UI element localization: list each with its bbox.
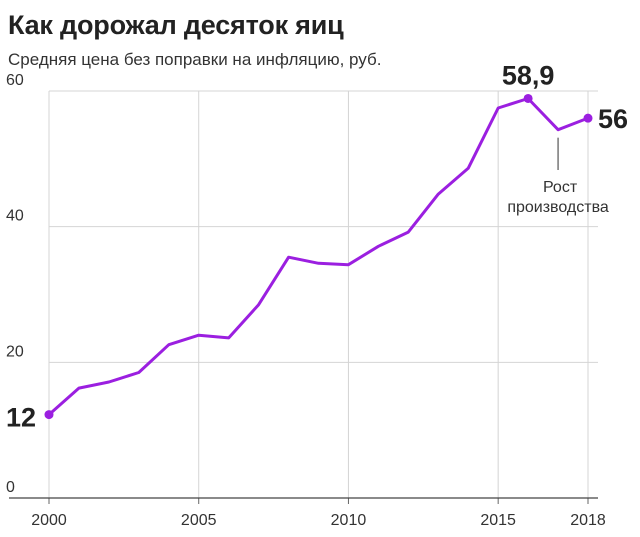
start-point-marker [44, 410, 54, 420]
peak-value-label: 58,9 [502, 60, 555, 90]
x-tick-label-2015: 2015 [480, 512, 516, 529]
x-tick-label-2000: 2000 [31, 512, 67, 529]
peak-point-marker [523, 93, 533, 103]
x-tick-label-2005: 2005 [181, 512, 217, 529]
y-tick-label-40: 40 [6, 208, 24, 225]
y-tick-label-0: 0 [6, 479, 15, 496]
y-tick-label-60: 60 [6, 72, 24, 89]
series-markers [44, 93, 593, 420]
grid-lines [48, 90, 598, 498]
chart-title: Как дорожал десяток яиц [8, 10, 344, 40]
start-value-label: 12 [6, 403, 36, 433]
y-tick-label-20: 20 [6, 343, 24, 360]
price-series-line [47, 97, 590, 417]
x-axis-ticks: 2000 2005 2010 2015 2018 [31, 498, 606, 529]
x-tick-label-2010: 2010 [331, 512, 367, 529]
annotation-text-line-1: Рост [543, 179, 578, 196]
annotation-text-line-2: производства [507, 199, 609, 216]
chart-subtitle: Средняя цена без поправки на инфляцию, р… [8, 50, 382, 69]
y-axis-ticks: 0 20 40 60 [6, 72, 24, 496]
end-point-marker [583, 113, 593, 123]
x-tick-label-2018: 2018 [570, 512, 606, 529]
end-value-label: 56 [598, 104, 628, 134]
